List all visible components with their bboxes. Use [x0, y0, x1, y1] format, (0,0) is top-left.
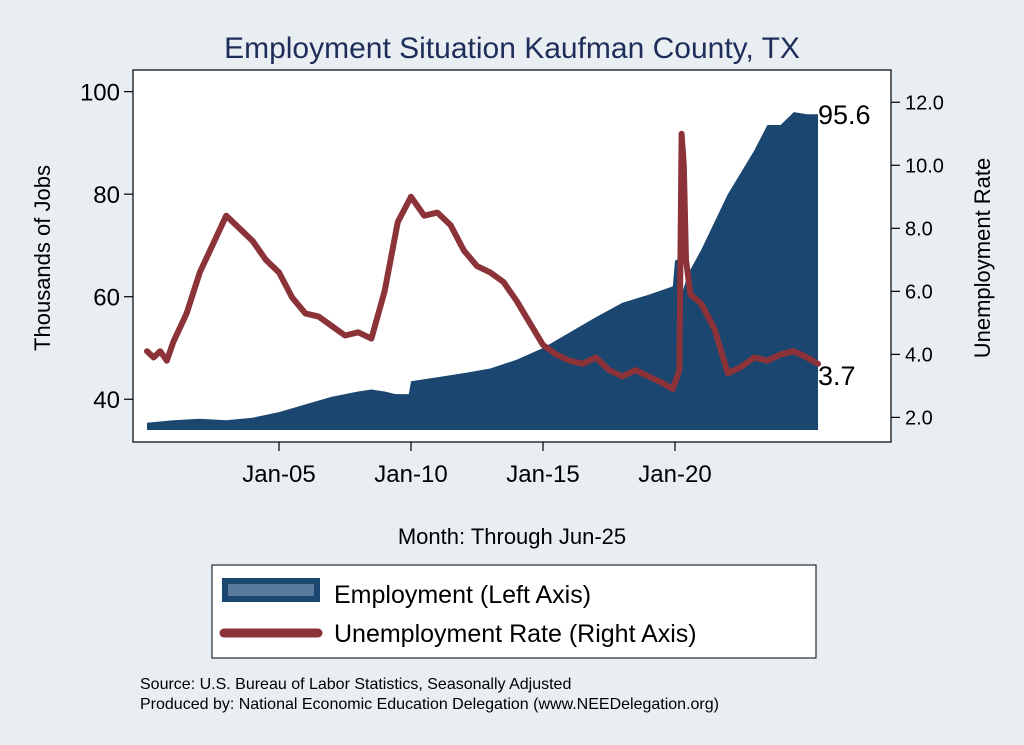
right-y-tick-label: 10.0	[905, 155, 944, 177]
employment-end-label: 95.6	[818, 100, 871, 130]
employment-area-layer	[147, 112, 818, 430]
legend-label-employment: Employment (Left Axis)	[334, 581, 591, 609]
unemployment-end-label: 3.7	[818, 361, 856, 391]
right-y-tick-label: 2.0	[905, 407, 933, 429]
legend: Employment (Left Axis) Unemployment Rate…	[211, 564, 817, 659]
x-tick-label: Jan-15	[506, 461, 579, 488]
producer-note: Produced by: National Economic Education…	[140, 696, 719, 713]
unemployment-line	[144, 130, 821, 392]
x-tick-label: Jan-05	[242, 461, 315, 488]
right-y-tick-label: 6.0	[905, 281, 933, 303]
legend-item-employment: Employment (Left Axis)	[222, 578, 591, 609]
legend-item-unemployment: Unemployment Rate (Right Axis)	[219, 620, 697, 648]
left-y-axis-label: Thousands of Jobs	[30, 165, 55, 351]
employment-area	[147, 112, 818, 430]
right-y-axis-label: Unemployment Rate	[970, 158, 995, 359]
left-y-tick-label: 40	[93, 387, 120, 414]
x-tick-label: Jan-10	[374, 461, 447, 488]
x-tick-label: Jan-20	[638, 461, 711, 488]
unemployment-line-layer	[144, 130, 821, 392]
x-axis-label: Month: Through Jun-25	[398, 524, 626, 549]
legend-label-unemployment: Unemployment Rate (Right Axis)	[334, 620, 697, 648]
axes-layer: Jan-05 Jan-10 Jan-15 Jan-20 40 60 80 100 2.0 4.0 6…	[80, 80, 944, 488]
source-note: Source: U.S. Bureau of Labor Statistics,…	[140, 676, 571, 693]
legend-swatch-employment-inner	[228, 584, 314, 596]
right-y-tick-label: 4.0	[905, 344, 933, 366]
left-y-tick-label: 60	[93, 285, 120, 312]
right-y-tick-label: 8.0	[905, 218, 933, 240]
chart-title: Employment Situation Kaufman County, TX	[224, 32, 800, 65]
right-y-tick-label: 12.0	[905, 92, 944, 114]
left-y-tick-label: 100	[80, 80, 120, 107]
left-y-tick-label: 80	[93, 182, 120, 209]
